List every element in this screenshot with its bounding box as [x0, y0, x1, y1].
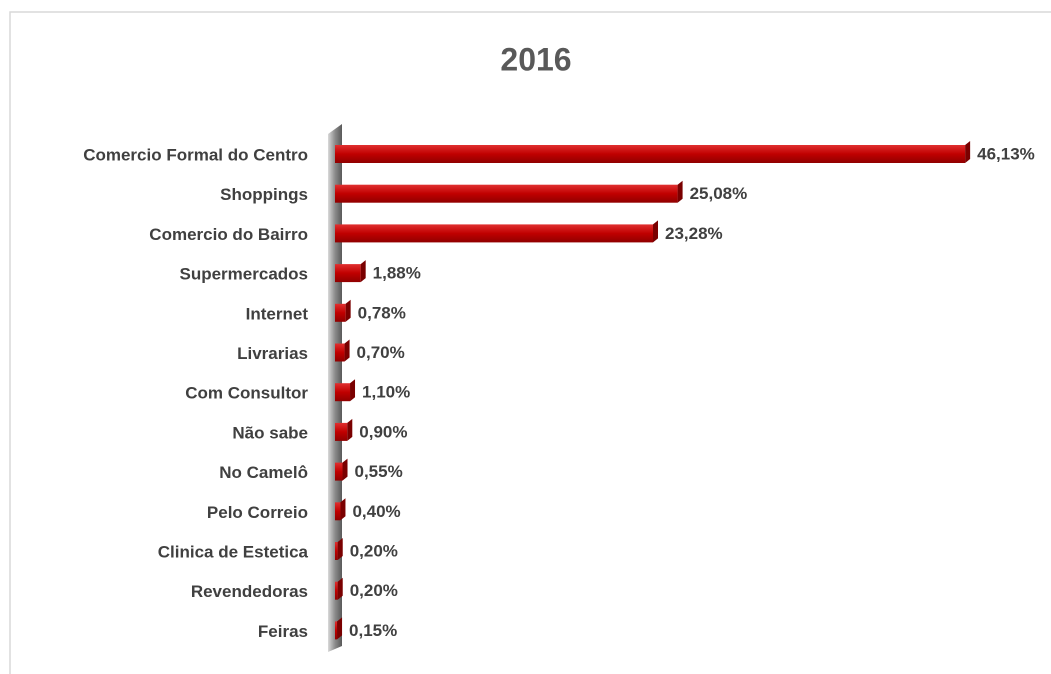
bar — [335, 502, 341, 521]
value-label: 0,20% — [350, 541, 398, 560]
category-label: Livrarias — [237, 344, 308, 363]
value-label: 25,08% — [690, 184, 748, 203]
bar-cap — [345, 299, 351, 322]
value-label: 0,40% — [352, 502, 400, 521]
bar-cap — [350, 379, 356, 402]
value-label: 0,55% — [355, 462, 403, 481]
value-label: 46,13% — [977, 144, 1035, 163]
category-label: Feiras — [258, 622, 308, 641]
category-label: Comercio Formal do Centro — [83, 145, 308, 164]
bar-cap — [344, 339, 350, 362]
category-label: Revendedoras — [191, 582, 308, 601]
category-label: Não sabe — [232, 423, 308, 442]
category-label: Clinica de Estetica — [158, 542, 309, 561]
bar — [335, 145, 966, 163]
chart-title: 2016 — [500, 41, 571, 77]
category-label: Internet — [246, 304, 309, 323]
value-label: 1,88% — [373, 264, 421, 283]
bar-cap — [653, 220, 659, 243]
value-label: 0,78% — [358, 303, 406, 322]
category-label: Comercio do Bairro — [149, 225, 308, 244]
bar-cap — [360, 260, 366, 283]
bar-cap — [965, 141, 971, 163]
bar-cap — [337, 577, 343, 600]
category-label: Supermercados — [180, 265, 309, 284]
bar-cap — [337, 538, 343, 560]
category-label: Pelo Correio — [207, 503, 308, 522]
value-label: 0,15% — [349, 621, 397, 640]
bar — [335, 422, 348, 441]
bar-cap — [342, 458, 348, 481]
bar-cap — [677, 180, 683, 203]
bar — [335, 581, 338, 600]
value-label: 0,90% — [359, 422, 407, 441]
value-label: 1,10% — [362, 383, 410, 402]
category-label: Com Consultor — [185, 384, 308, 403]
bar-cap — [347, 418, 353, 441]
bar-cap — [340, 498, 346, 521]
bar — [335, 343, 345, 362]
bar — [335, 462, 343, 481]
frame — [9, 11, 1051, 674]
value-label: 0,20% — [350, 581, 398, 600]
bar — [335, 303, 346, 322]
bar — [335, 264, 361, 283]
value-label: 23,28% — [665, 224, 723, 243]
bar — [335, 383, 351, 402]
bar — [335, 184, 678, 203]
value-label: 0,70% — [357, 343, 405, 362]
bar — [335, 621, 338, 640]
category-label: No Camelô — [219, 463, 308, 482]
category-label: Shoppings — [220, 185, 308, 204]
bar — [335, 542, 338, 560]
bar — [335, 224, 654, 243]
bar-cap — [337, 617, 343, 640]
